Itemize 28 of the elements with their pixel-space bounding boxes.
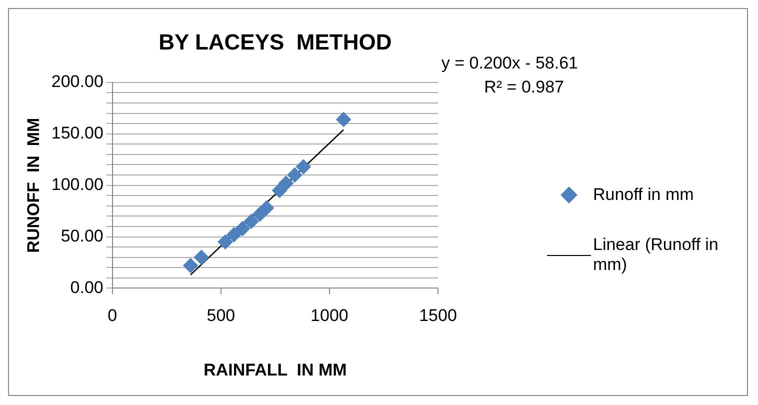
point	[244, 214, 259, 229]
x-tick-label: 1500	[419, 306, 457, 326]
y-tick-label: 0.00	[70, 278, 104, 297]
point	[194, 250, 209, 265]
x-axis-title: RAINFALL IN MM	[204, 360, 347, 380]
y-tick-label: 150.00	[51, 124, 104, 143]
x-tick-label: 1000	[310, 306, 348, 326]
point	[235, 221, 250, 236]
point	[336, 112, 352, 127]
chart-title: BY LACEYS METHOD	[158, 29, 392, 54]
legend-label: Runoff in mm	[593, 185, 694, 205]
y-axis-title: RUNOFF IN MM	[24, 118, 43, 253]
text: R² = 0.987	[484, 77, 564, 96]
y-tick-label: 50.00	[60, 226, 104, 246]
point	[278, 176, 294, 191]
x-tick-label: 0	[108, 306, 118, 326]
point	[226, 227, 242, 242]
y-tick-label: 200.00	[51, 72, 104, 92]
point	[183, 258, 198, 274]
y-tick-label: 100.00	[51, 174, 104, 194]
point	[272, 182, 288, 198]
point	[287, 168, 302, 183]
point	[259, 200, 274, 216]
point	[296, 159, 311, 174]
point	[218, 234, 233, 250]
x-tick-label: 500	[206, 306, 236, 326]
text: y = 0.200x - 58.61	[441, 53, 578, 72]
legend-label: Linear (Runoff in mm)	[593, 235, 720, 275]
